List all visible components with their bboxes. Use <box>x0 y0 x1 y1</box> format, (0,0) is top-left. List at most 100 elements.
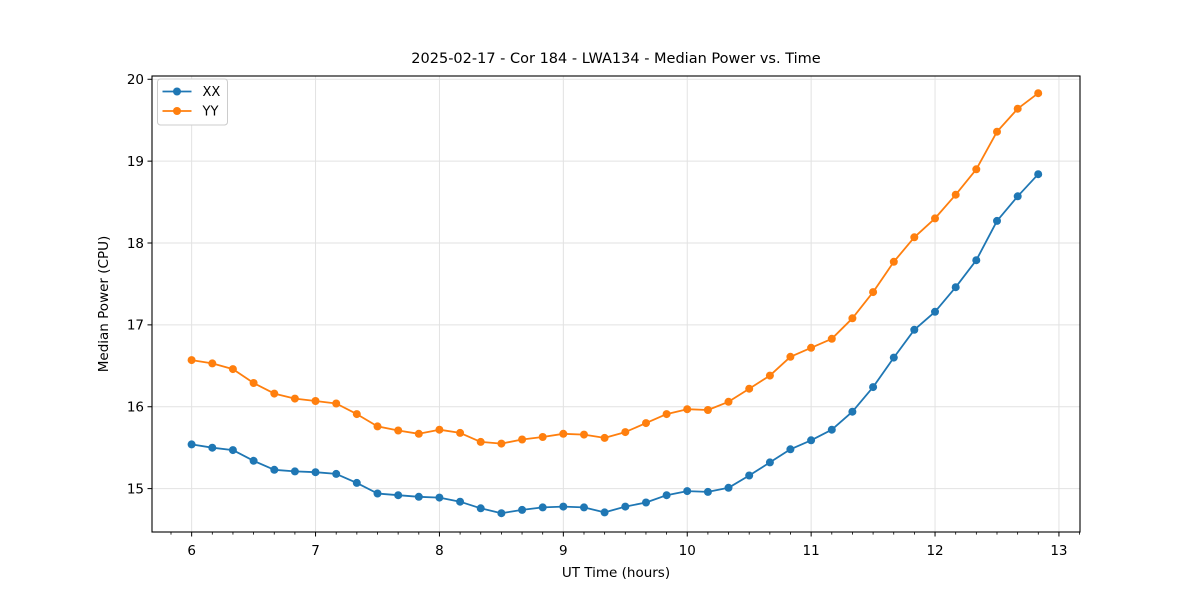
y-tick-label: 20 <box>127 72 144 88</box>
data-point <box>951 283 960 292</box>
data-point <box>765 458 774 467</box>
data-point <box>786 445 795 454</box>
data-point <box>435 493 444 502</box>
data-point <box>187 440 196 449</box>
x-axis-label: UT Time (hours) <box>562 565 670 581</box>
y-tick-label: 17 <box>127 318 144 334</box>
data-point <box>993 127 1001 136</box>
data-point <box>621 428 630 437</box>
data-point <box>208 359 217 368</box>
data-point <box>724 397 733 406</box>
y-tick-label: 15 <box>127 481 144 497</box>
data-point <box>559 429 568 438</box>
data-point <box>187 356 196 365</box>
legend: XX YY <box>157 78 228 126</box>
series-yy-line <box>190 92 1040 445</box>
data-point <box>414 492 423 501</box>
data-point <box>621 502 630 511</box>
data-point <box>931 214 939 223</box>
series-yy <box>187 89 1043 448</box>
data-point <box>249 379 258 387</box>
x-tick-label: 10 <box>679 543 696 559</box>
y-axis-label: Median Power (CPU) <box>96 236 112 372</box>
y-tick-label: 19 <box>127 154 144 170</box>
x-tick-label: 12 <box>926 543 943 559</box>
series-xx <box>187 170 1043 518</box>
data-point <box>807 343 816 352</box>
legend-marker <box>173 107 181 115</box>
data-point <box>642 498 650 507</box>
data-point <box>311 397 320 405</box>
series-xx-line <box>190 173 1040 515</box>
data-point <box>311 468 320 477</box>
legend-item-yy: YY <box>162 105 218 120</box>
x-tick-label: 13 <box>1050 543 1067 559</box>
data-point <box>518 505 527 514</box>
data-point <box>580 503 588 512</box>
data-point <box>332 469 341 478</box>
data-point <box>270 465 279 474</box>
gridlines <box>152 76 1080 532</box>
plot-border <box>151 75 1081 533</box>
data-point <box>456 497 465 506</box>
y-tick-label: 16 <box>127 400 144 416</box>
data-series <box>187 89 1043 518</box>
data-point <box>786 352 795 361</box>
data-point <box>249 456 258 465</box>
data-point <box>1013 192 1022 201</box>
data-point <box>600 433 609 442</box>
data-point <box>724 483 733 492</box>
data-point <box>827 334 836 343</box>
data-point <box>497 509 506 518</box>
data-point <box>270 389 279 398</box>
data-point <box>497 439 506 448</box>
data-point <box>352 410 361 419</box>
data-point <box>662 410 671 419</box>
data-point <box>394 491 403 500</box>
x-tick-label: 7 <box>311 543 320 559</box>
data-point <box>476 437 485 446</box>
data-point <box>703 406 712 414</box>
data-point <box>538 503 547 512</box>
data-point <box>972 256 981 265</box>
data-point <box>538 433 547 441</box>
legend-item-xx: XX <box>162 85 220 100</box>
data-point <box>208 443 217 452</box>
data-point <box>869 383 878 392</box>
data-point <box>600 508 609 517</box>
x-tick-label: 8 <box>435 543 444 559</box>
data-point <box>993 216 1001 225</box>
data-point <box>435 425 444 434</box>
x-tick-label: 11 <box>803 543 820 559</box>
data-point <box>807 436 816 445</box>
data-point <box>332 399 341 408</box>
data-point <box>476 504 485 513</box>
data-point <box>848 314 857 323</box>
data-point <box>889 353 898 362</box>
axis-ticks: 6 7 8 9 10 11 12 13 15 16 17 18 19 20 <box>127 72 1080 559</box>
data-point <box>848 407 857 416</box>
data-point <box>559 502 568 511</box>
data-point <box>951 190 960 199</box>
data-point <box>290 467 299 476</box>
data-point <box>662 491 671 500</box>
x-tick-label: 9 <box>559 543 568 559</box>
y-tick-label: 18 <box>127 236 144 252</box>
data-point <box>910 233 919 242</box>
data-point <box>683 487 692 496</box>
data-point <box>1034 89 1043 98</box>
data-point <box>972 165 981 174</box>
data-point <box>642 419 650 428</box>
data-point <box>1034 170 1043 179</box>
data-point <box>745 471 754 480</box>
data-point <box>683 405 692 414</box>
data-point <box>745 384 754 393</box>
data-point <box>518 435 527 444</box>
chart-title: 2025-02-17 - Cor 184 - LWA134 - Median P… <box>411 51 820 67</box>
legend-marker <box>173 87 181 96</box>
data-point <box>1013 104 1022 113</box>
data-point <box>228 446 237 455</box>
data-point <box>373 422 382 431</box>
